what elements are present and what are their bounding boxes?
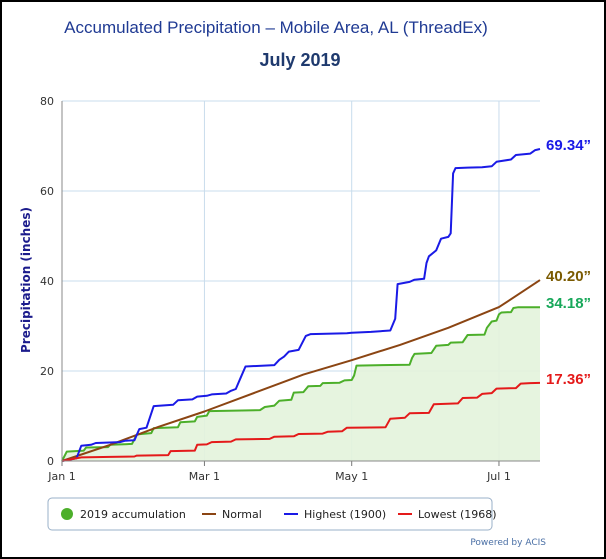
- y-tick-label: 20: [40, 365, 54, 378]
- legend-box: [47, 497, 493, 531]
- y-axis-label: Precipitation (inches): [19, 207, 33, 353]
- end-label-normal: 40.20”: [546, 268, 591, 285]
- y-tick-label: 80: [40, 95, 54, 108]
- series-line-normal: [61, 279, 541, 462]
- legend-label-highest-1900: Highest (1900): [304, 508, 386, 521]
- end-label-highest-1900: 69.34”: [546, 137, 591, 154]
- series-line-lowest-1968: [61, 381, 541, 462]
- chart-title: Accumulated Precipitation – Mobile Area,…: [64, 18, 488, 37]
- x-tick-label: Mar 1: [189, 470, 220, 483]
- legend-label-lowest-1968: Lowest (1968): [418, 508, 497, 521]
- legend: 2019 accumulation Normal Highest (1900) Low…: [61, 508, 497, 521]
- credit-text: Powered by ACIS: [470, 538, 546, 548]
- y-tick-label: 0: [47, 455, 54, 468]
- series-area: [61, 148, 541, 462]
- x-tick-label: May 1: [335, 470, 368, 483]
- end-label-lowest-1968: 17.36”: [546, 371, 591, 388]
- end-labels: 34.18” 40.20” 69.34” 17.36”: [546, 137, 591, 388]
- end-label-2019-accumulation: 34.18”: [546, 295, 591, 312]
- x-tick-label: Jan 1: [47, 470, 75, 483]
- y-tick-label: 60: [40, 185, 54, 198]
- axes: 0 20 40 60 80 Jan 1 Mar 1 May 1 Jul 1: [40, 95, 540, 483]
- y-tick-label: 40: [40, 275, 54, 288]
- series-line-2019-accumulation: [61, 306, 540, 462]
- legend-marker-2019-accumulation: [61, 508, 73, 520]
- series-line-highest-1900: [61, 148, 541, 462]
- legend-label-2019-accumulation: 2019 accumulation: [80, 508, 186, 521]
- x-tick-label: Jul 1: [486, 470, 511, 483]
- chart-subtitle: July 2019: [259, 50, 340, 70]
- legend-label-normal: Normal: [222, 508, 262, 521]
